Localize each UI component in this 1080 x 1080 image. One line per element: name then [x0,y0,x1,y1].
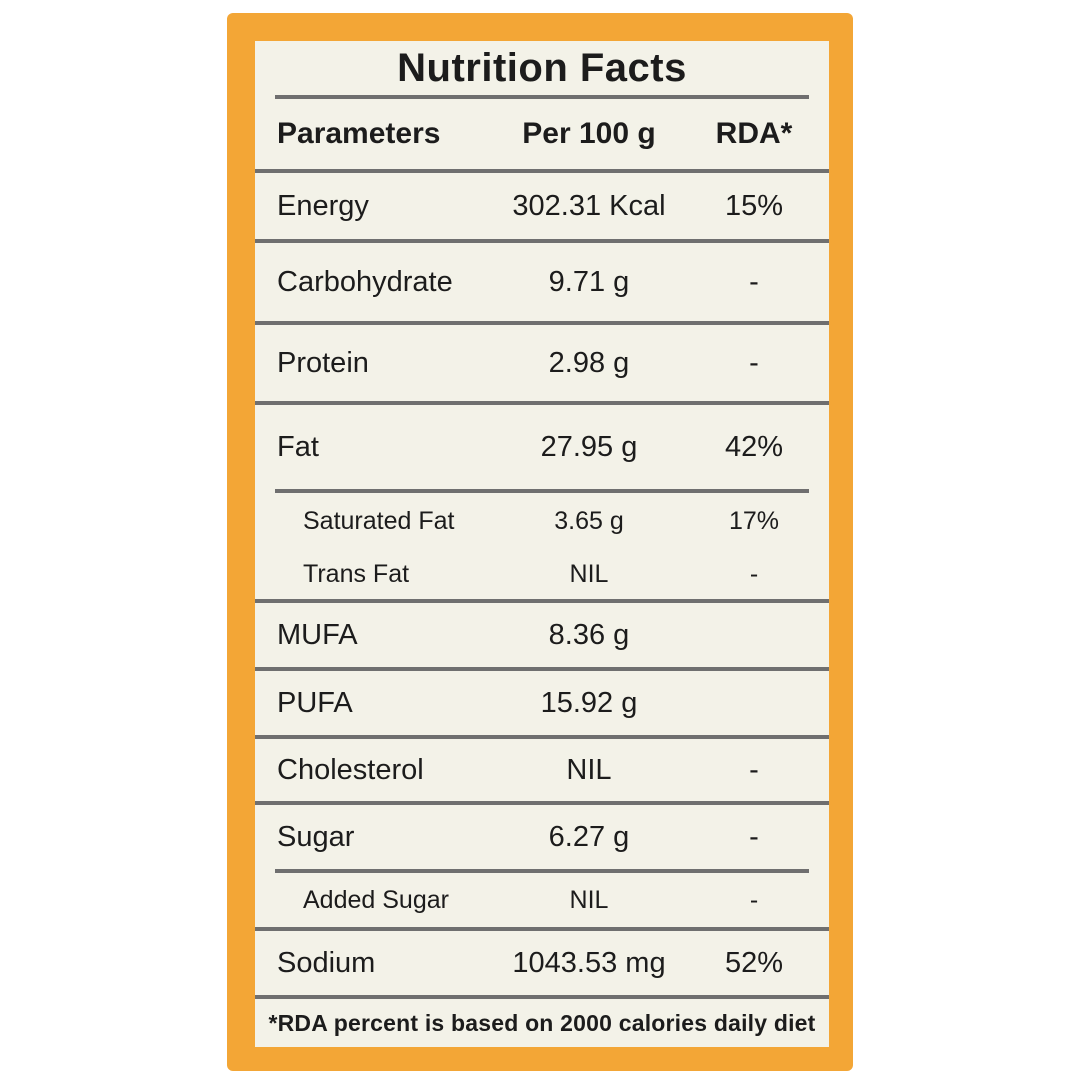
nutrient-value: 302.31 Kcal [512,189,666,222]
nutrient-value: NIL [569,885,609,914]
nutrient-rda: - [749,559,759,588]
nutrient-row-saturated-fat: Saturated Fat 3.65 g 17% [255,493,829,549]
nutrient-row-sugar: Sugar 6.27 g - [255,805,829,869]
row-divider [255,735,829,739]
nutrient-row-protein: Protein 2.98 g - [255,325,829,401]
nutrition-facts-title: Nutrition Facts [397,45,687,90]
sugar-subsection-divider [275,869,809,873]
nutrient-row-mufa: MUFA 8.36 g [255,603,829,667]
nutrient-rda: 42% [724,430,784,463]
nutrient-value: 3.65 g [554,506,624,535]
rda-footnote: *RDA percent is based on 2000 calories d… [268,1009,816,1036]
nutrient-value: NIL [569,559,609,588]
nutrient-value: 9.71 g [548,265,630,298]
nutrient-rda: - [749,265,759,298]
nutrient-name: Sodium [277,946,376,979]
nutrient-name: MUFA [277,618,358,651]
nutrient-value: 6.27 g [548,820,630,853]
nutrient-name: Trans Fat [303,559,410,588]
row-divider [255,239,829,243]
nutrient-value: 2.98 g [548,346,630,379]
footnote-divider [255,995,829,999]
nutrient-value: 15.92 g [540,686,638,719]
nutrition-facts-panel: Nutrition Facts Parameters Per 100 g RDA… [255,41,829,1047]
row-divider [255,927,829,931]
nutrient-rda: 17% [728,506,780,535]
nutrient-rda: - [749,753,759,786]
nutrient-rda: - [749,885,759,914]
nutrient-name: Fat [277,430,319,463]
header-divider [255,169,829,173]
nutrient-rda: 52% [724,946,784,979]
row-divider [255,599,829,603]
nutrient-row-sodium: Sodium 1043.53 mg 52% [255,931,829,995]
nutrient-name: PUFA [277,686,353,719]
row-divider [255,801,829,805]
nutrient-rda: - [749,346,759,379]
nutrient-row-carbohydrate: Carbohydrate 9.71 g - [255,243,829,321]
column-header-parameters: Parameters [277,117,441,150]
row-divider [255,321,829,325]
nutrient-name: Saturated Fat [303,506,455,535]
nutrient-row-energy: Energy 302.31 Kcal 15% [255,173,829,239]
title-divider [275,95,809,99]
nutrient-row-cholesterol: Cholesterol NIL - [255,739,829,801]
table-header-row: Parameters Per 100 g RDA* [255,99,829,169]
column-header-rda: RDA* [715,117,793,150]
nutrient-row-trans-fat: Trans Fat NIL - [255,549,829,599]
row-divider [255,667,829,671]
nutrient-row-added-sugar: Added Sugar NIL - [255,873,829,927]
nutrient-name: Carbohydrate [277,265,453,298]
nutrient-name: Sugar [277,820,355,853]
fat-subsection-divider [275,489,809,493]
row-divider [255,401,829,405]
nutrient-name: Cholesterol [277,753,424,786]
nutrient-value: NIL [566,753,612,786]
nutrient-value: 27.95 g [540,430,638,463]
nutrient-name: Energy [277,189,369,222]
column-header-per-100g: Per 100 g [522,117,656,150]
nutrient-rda: - [749,820,759,853]
nutrient-name: Added Sugar [303,885,449,914]
nutrient-row-fat: Fat 27.95 g 42% [255,405,829,489]
nutrient-value: 1043.53 mg [512,946,666,979]
nutrient-row-pufa: PUFA 15.92 g [255,671,829,735]
nutrient-value: 8.36 g [548,618,630,651]
nutrient-rda: 15% [724,189,784,222]
nutrient-name: Protein [277,346,369,379]
nutrition-facts-card: Nutrition Facts Parameters Per 100 g RDA… [227,13,853,1071]
